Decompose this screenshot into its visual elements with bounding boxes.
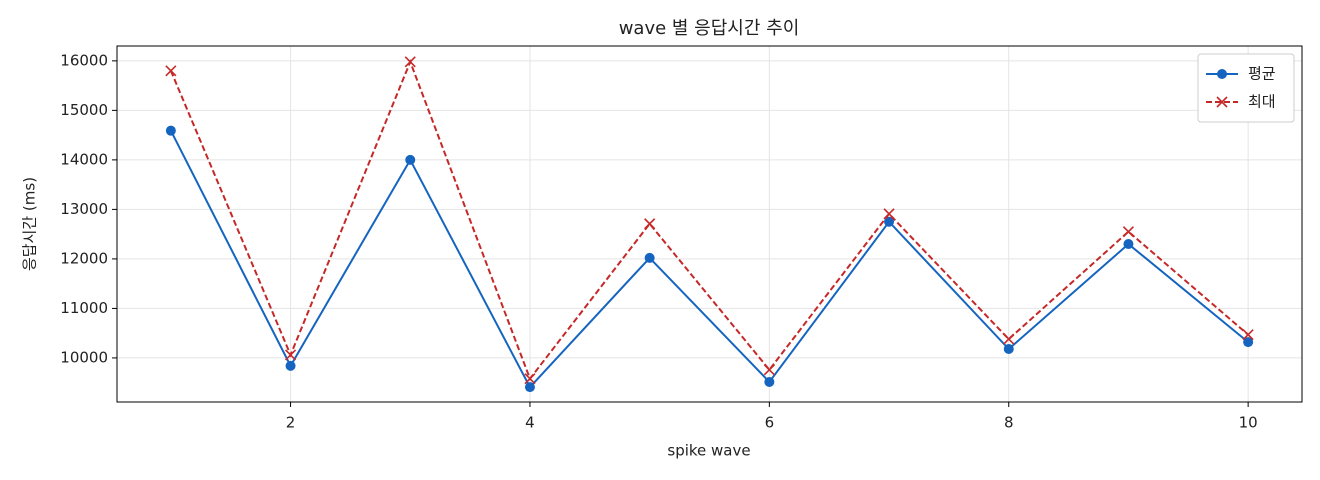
series-line [169,59,1249,381]
marker [884,216,895,227]
x-tick-label: 10 [1239,414,1258,432]
series-line [169,130,1249,389]
marker [165,65,177,77]
y-tick-label: 13000 [60,200,108,218]
marker [1243,337,1254,348]
chart-title: wave 별 응답시간 추이 [619,18,800,39]
marker [1123,239,1134,250]
marker [644,218,656,230]
marker-stroke [524,373,536,385]
marker [404,56,416,68]
y-tick-label: 12000 [60,249,108,267]
marker [524,373,536,385]
legend-box [1197,53,1295,123]
x-tick-label: 4 [525,414,535,432]
y-tick-label: 10000 [60,348,108,366]
y-tick-label: 14000 [60,150,108,168]
y-tick-label: 16000 [60,51,108,69]
x-axis-label: spike wave [667,442,750,460]
marker [644,252,655,263]
plot-frame [116,45,1303,403]
marker [165,125,176,136]
marker-stroke [644,218,656,230]
marker-stroke [763,364,775,376]
marker-stroke [404,56,416,68]
marker [1242,329,1254,341]
marker [763,364,775,376]
marker [1216,96,1228,108]
legend-label: 평균 [1248,65,1276,83]
marker [405,154,416,165]
marker-stroke [883,208,895,220]
marker [285,360,296,371]
marker [883,208,895,220]
y-axis-label: 응답시간 (ms) [21,177,39,271]
x-tick-label: 6 [765,414,775,432]
marker [1122,226,1135,238]
x-tick-label: 2 [286,414,296,432]
y-tick-label: 11000 [60,299,108,317]
marker-stroke [1122,226,1135,238]
marker-stroke [284,349,297,361]
marker [764,376,775,387]
marker [524,382,535,393]
x-tick-label: 8 [1004,414,1014,432]
marker-stroke [1003,333,1015,345]
marker [284,349,297,361]
marker [1003,333,1015,345]
marker [1003,344,1014,355]
y-tick-label: 15000 [60,101,108,119]
marker [1217,69,1227,79]
marker-stroke [165,65,177,77]
legend-label: 최대 [1248,93,1276,111]
marker-stroke [1242,329,1254,341]
marker-stroke [1216,96,1228,108]
